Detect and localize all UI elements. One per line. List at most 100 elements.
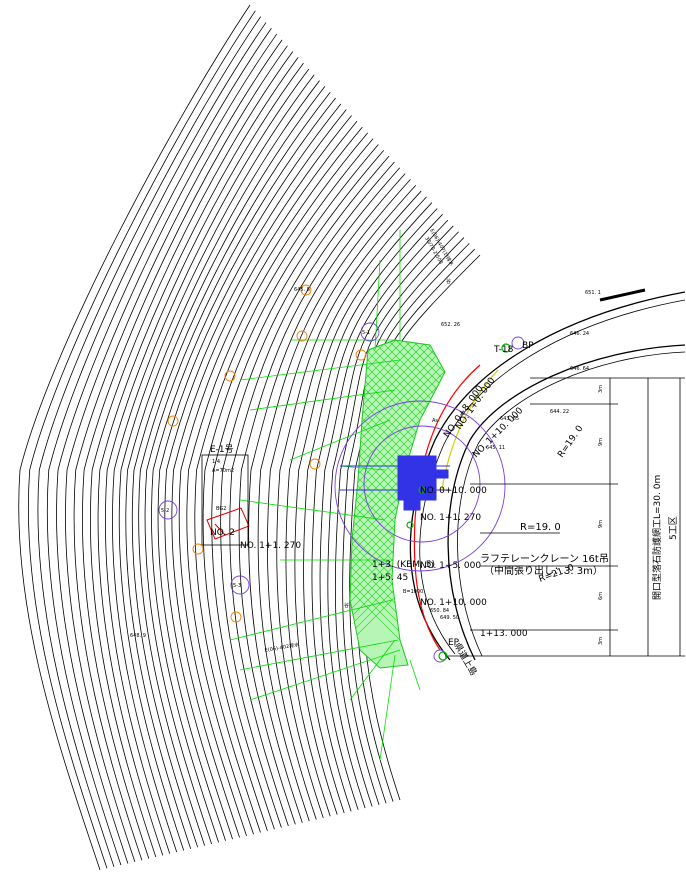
spot-height-5: 649. 50 <box>440 615 459 621</box>
dim-6m: 6m <box>598 592 604 600</box>
hatch-line <box>350 340 445 668</box>
survey-line <box>289 419 391 461</box>
contour-line <box>285 196 427 817</box>
orange-markers <box>167 284 367 623</box>
contour-line <box>46 22 267 866</box>
bg-label: BG2 <box>216 506 226 512</box>
spot-height-9: 645. 8 <box>294 287 310 293</box>
survey-line <box>409 659 421 691</box>
contour-line <box>164 115 352 840</box>
hatch-line <box>350 340 445 668</box>
marker-5-1: 5-1 <box>362 330 370 336</box>
bp-label: BP <box>522 341 534 351</box>
hatch-line <box>0 340 228 670</box>
hatch-line <box>0 340 244 670</box>
hatch-line <box>350 340 445 668</box>
hatch-line <box>350 340 421 668</box>
hatch-line <box>350 340 437 668</box>
station-no8: NO. 0+10. 000 <box>420 486 487 496</box>
contour-line <box>303 208 438 814</box>
contour-line <box>37 16 262 867</box>
hatch-line <box>350 340 445 668</box>
contour-line <box>90 51 294 858</box>
hatch-line <box>0 340 108 670</box>
hatch-line <box>556 340 686 670</box>
red-building <box>206 507 250 540</box>
hatch-line <box>350 340 445 668</box>
contour-line <box>186 132 368 835</box>
contour-line <box>144 97 336 845</box>
hatch-line <box>371 340 445 668</box>
dim-3m-top: 3m <box>598 385 604 393</box>
direction-label: 県道上島 <box>451 641 479 678</box>
as-label: As <box>432 418 438 424</box>
e1-box <box>201 454 249 546</box>
hatch-line <box>350 340 445 668</box>
contour-line <box>138 91 331 846</box>
valley-label: 谷 <box>446 278 451 285</box>
contour-line <box>319 219 449 810</box>
green-markers <box>406 343 511 661</box>
contour-line <box>276 190 422 819</box>
survey-line <box>239 639 399 671</box>
station-no2: NO. 2 <box>210 528 235 538</box>
contour-line <box>171 121 358 838</box>
hatch-line <box>427 340 445 668</box>
hatch-line <box>350 340 445 668</box>
contour-line <box>267 184 417 820</box>
station-no10: NO. 1+10. 000 <box>420 598 487 608</box>
ep-label: EP <box>448 638 460 648</box>
hatch-line <box>350 340 445 668</box>
survey-lines <box>229 230 421 761</box>
e1-scale: 1/4 <box>212 459 220 465</box>
hatch-line <box>350 340 445 668</box>
hatch-line <box>580 340 686 670</box>
valley-label-2: 谷 <box>344 602 349 609</box>
station-no1: NO. 1+1. 270 <box>420 513 481 523</box>
station-no13: 1+13. 000 <box>480 629 528 639</box>
spot-height-2: 646. 64 <box>570 366 589 372</box>
hatch-line <box>350 340 445 668</box>
contour-line <box>194 138 374 833</box>
hatch-line <box>350 340 439 668</box>
contour-line <box>82 45 288 859</box>
contour-line <box>112 68 310 853</box>
hatch-line <box>350 340 445 668</box>
hatch-line <box>0 340 236 670</box>
contour-line <box>105 62 304 854</box>
marker-5-3: 5-3 <box>233 583 241 589</box>
contour-line <box>334 231 459 807</box>
hatch-line <box>350 340 445 668</box>
spot-height-6: 650. 84 <box>430 608 449 614</box>
survey-line <box>239 499 386 521</box>
spot-height-10: 651. 1 <box>585 290 601 296</box>
contour-line <box>178 126 363 836</box>
dim-9m-a: 9m <box>598 438 604 446</box>
survey-line <box>379 654 396 761</box>
hatch-line <box>2 340 332 670</box>
hatch-line <box>350 340 445 668</box>
contour-line <box>311 214 443 812</box>
hatch-line <box>350 340 445 668</box>
hatch-line <box>0 340 268 670</box>
hatch-line <box>350 340 445 668</box>
hatch-line <box>596 340 686 670</box>
survey-line <box>349 639 396 701</box>
hatch-line <box>564 340 686 670</box>
hatch-line <box>540 340 686 670</box>
hatch-line <box>350 340 445 668</box>
hatch-line <box>350 340 431 668</box>
survey-line <box>229 599 393 641</box>
contour-line <box>125 80 320 849</box>
road-curves <box>409 288 686 661</box>
section-label: 5工区 <box>668 516 679 540</box>
hatch-line <box>0 340 284 670</box>
contour-line <box>131 86 326 848</box>
marker-5-2: 5-2 <box>161 508 169 514</box>
hatch-line <box>350 340 429 668</box>
contour-line <box>349 243 470 804</box>
contour-line <box>211 150 385 830</box>
hatch-line <box>548 340 686 670</box>
spot-height-4: 645. 11 <box>486 445 505 451</box>
survey-line <box>239 359 401 381</box>
